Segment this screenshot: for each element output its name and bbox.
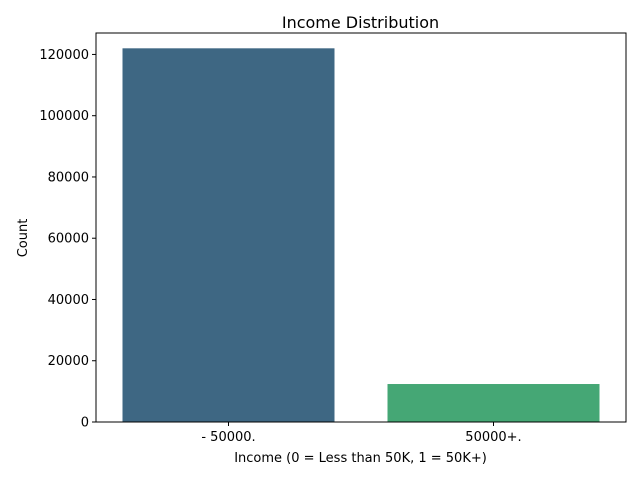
x-tick-label: 50000+.	[465, 430, 521, 445]
chart-title: Income Distribution	[282, 13, 439, 32]
y-tick-label: 0	[81, 416, 89, 431]
y-tick-label: 20000	[48, 354, 89, 369]
y-tick-label: 60000	[48, 232, 89, 247]
plot-area: - 50000. 50000+. 0 20000 40000 60000 80000 1000…	[39, 32, 627, 445]
y-tick-label: 120000	[39, 48, 89, 63]
x-tick-label: - 50000.	[201, 430, 255, 445]
y-tick-label: 80000	[48, 170, 89, 185]
y-axis-label: Count	[16, 219, 31, 258]
bar-1	[122, 48, 335, 422]
axes-frame	[95, 32, 627, 423]
y-tick-label: 100000	[39, 109, 89, 124]
y-tick-label: 40000	[48, 293, 89, 308]
bar-2	[387, 384, 600, 422]
x-axis-label: Income (0 = Less than 50K, 1 = 50K+)	[234, 451, 487, 466]
